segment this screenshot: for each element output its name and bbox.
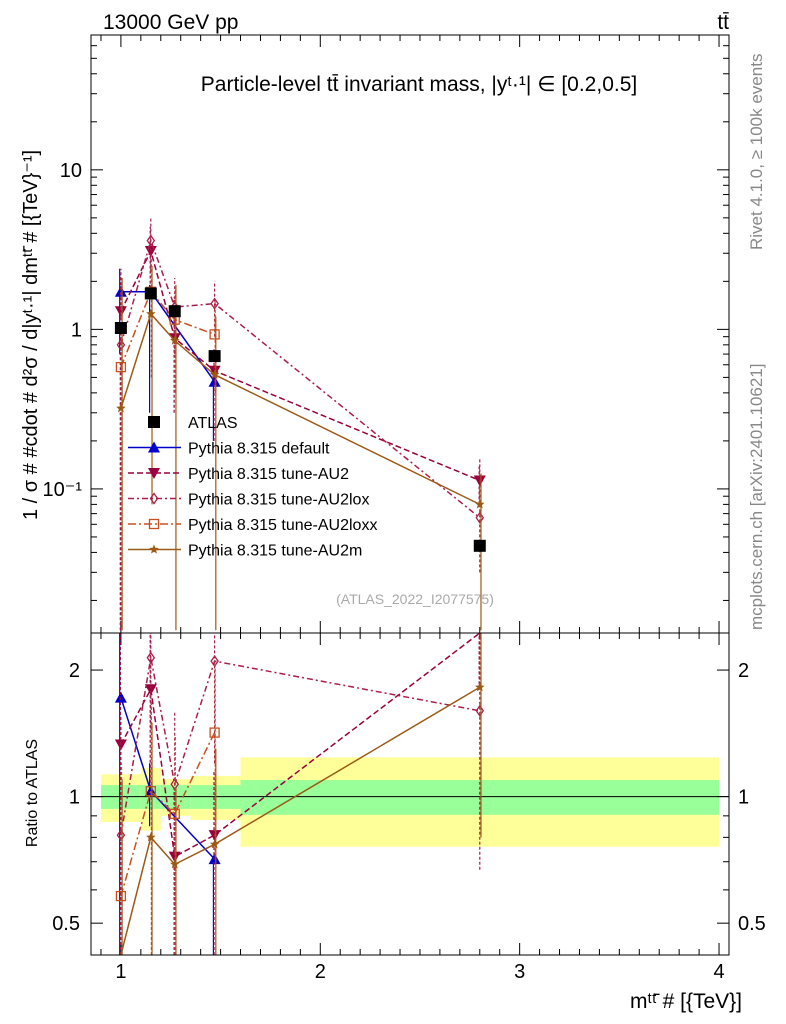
x-tick-label: 1	[115, 961, 126, 983]
analysis-watermark: (ATLAS_2022_I2077575)	[336, 591, 494, 607]
data-point	[144, 287, 157, 300]
ratio-tick-label: 1	[69, 787, 80, 809]
legend-label: Pythia 8.315 default	[188, 441, 330, 458]
plot-title: Particle-level tt̄ invariant mass, |yᵗ·¹…	[201, 73, 637, 96]
x-tick-label: 4	[713, 961, 724, 983]
series-point	[170, 335, 180, 345]
x-tick-label: 3	[514, 961, 525, 983]
mcplots-label: mcplots.cern.ch [arXiv:2401.10621]	[747, 364, 766, 630]
series-point	[146, 234, 156, 247]
ratio-point	[116, 828, 126, 842]
legend-marker	[148, 518, 160, 530]
ratio-point	[170, 859, 180, 869]
main-axis-ticks: 10⁻¹ 1 10 1 2 3 4	[43, 34, 729, 983]
ratio-axis-ticks: 0.5 0.5 1 1 2 2	[52, 660, 766, 935]
ratio-point	[146, 651, 156, 664]
ratio-tick-label-right: 1	[738, 787, 749, 809]
series-line	[120, 290, 215, 368]
ratio-tick-label-right: 2	[738, 660, 749, 682]
series-pythia-8-315-tune-au2m	[116, 265, 485, 956]
series-layer	[114, 217, 486, 956]
series-line	[120, 238, 481, 519]
series-point	[116, 403, 126, 413]
series-point	[146, 308, 156, 318]
ratio-point	[114, 739, 127, 751]
ratio-point	[144, 684, 157, 696]
data-point	[168, 305, 181, 318]
series-point	[210, 297, 219, 310]
main-plot-frame	[90, 34, 730, 634]
ratio-tick-label: 2	[69, 660, 80, 682]
y-tick-label: 10⁻¹	[43, 479, 83, 501]
series-point	[209, 329, 220, 340]
ratio-bands	[91, 757, 729, 847]
series-pythia-8-315-default	[114, 268, 221, 955]
ratio-point	[475, 704, 485, 717]
data-point	[114, 322, 127, 335]
legend: ATLAS Pythia 8.315 default Pythia 8.315 tu…	[128, 415, 377, 560]
x-tick-label: 2	[315, 961, 326, 983]
legend-marker	[148, 441, 160, 453]
ratio-line	[120, 732, 216, 897]
legend-marker	[148, 416, 160, 428]
rivet-label: Rivet 4.1.0, ≥ 100k events	[747, 54, 766, 250]
ratio-plot-frame	[90, 632, 730, 956]
ratio-line	[120, 632, 481, 858]
legend-label: Pythia 8.315 tune-AU2m	[188, 543, 362, 560]
series-point	[114, 285, 127, 297]
ratio-tick-label-right: 0.5	[738, 913, 766, 935]
ratio-point	[208, 853, 221, 865]
data-point	[208, 350, 221, 363]
data-point	[473, 539, 486, 552]
series-atlas-data	[114, 287, 486, 552]
ratio-point	[145, 786, 156, 797]
ratio-point	[475, 682, 485, 692]
y-tick-label: 1	[71, 319, 82, 341]
ratio-point	[146, 832, 156, 842]
ratio-tick-label: 0.5	[52, 913, 80, 935]
legend-label: Pythia 8.315 tune-AU2	[188, 466, 349, 483]
series-point	[475, 499, 485, 509]
y-axis-label: 1 / σ # #cdot # d²σ / d|yᵗ·¹| dmᵗᵗ̄ # [{…	[20, 150, 42, 520]
ratio-point	[209, 727, 220, 738]
series-point	[114, 306, 127, 318]
series-point	[209, 369, 220, 379]
ratio-point	[115, 890, 127, 902]
ratio-point	[209, 839, 220, 849]
ratio-point	[169, 808, 180, 819]
series-line	[120, 291, 216, 383]
legend-label: Pythia 8.315 tune-AU2lox	[188, 492, 369, 509]
ratio-axis-label: Ratio to ATLAS	[24, 739, 41, 847]
legend-label: Pythia 8.315 tune-AU2loxx	[188, 517, 377, 534]
header-right: tt̄	[717, 11, 729, 34]
legend-marker	[149, 544, 159, 554]
header-left: 13000 GeV pp	[103, 11, 238, 34]
legend-label: ATLAS	[188, 415, 238, 432]
series-point	[475, 511, 485, 524]
series-point	[115, 361, 127, 373]
legend-marker	[149, 492, 159, 505]
legend-marker	[148, 468, 160, 479]
x-axis-label: mᵗᵗ̄ # [{TeV}]	[630, 990, 742, 1013]
y-tick-label: 10	[60, 160, 82, 182]
